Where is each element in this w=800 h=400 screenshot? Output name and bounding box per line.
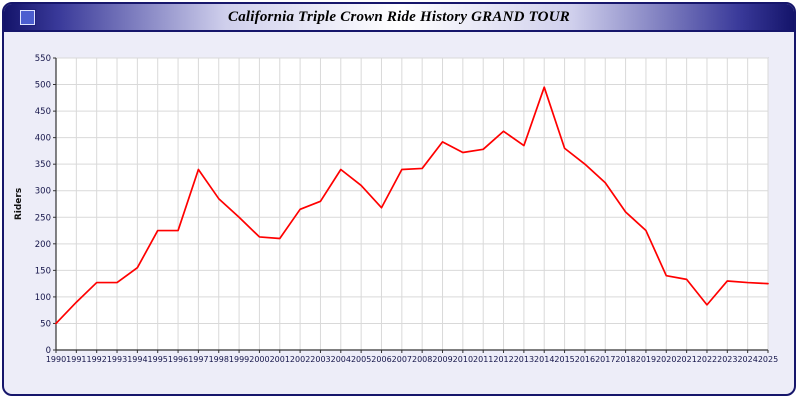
x-tick-label: 1994 [127,355,147,364]
chart-window: California Triple Crown Ride History GRA… [2,2,796,396]
x-tick-label: 2020 [656,355,676,364]
x-tick-label: 1998 [209,355,229,364]
x-tick-label: 2021 [676,355,696,364]
x-tick-label: 2005 [351,355,371,364]
x-tick-label: 2012 [493,355,513,364]
x-tick-label: 2004 [331,355,351,364]
y-tick-label: 400 [35,134,51,144]
x-tick-label: 2007 [392,355,412,364]
x-tick-label: 2011 [473,355,493,364]
y-tick-label: 350 [35,160,51,170]
x-tick-label: 1996 [168,355,188,364]
x-tick-label: 1990 [46,355,66,364]
x-tick-label: 2002 [290,355,310,364]
y-tick-label: 150 [35,266,51,276]
x-tick-label: 2023 [717,355,737,364]
window-icon [20,10,35,25]
x-tick-label: 2017 [595,355,615,364]
chart-title: California Triple Crown Ride History GRA… [228,8,570,25]
x-tick-label: 2006 [371,355,391,364]
x-tick-label: 2009 [432,355,452,364]
x-tick-label: 2024 [737,355,757,364]
x-tick-label: 1995 [148,355,168,364]
x-tick-label: 2000 [249,355,269,364]
series-line-riders [55,86,769,325]
y-tick-label: 250 [35,213,51,223]
y-tick-label: 500 [35,81,51,91]
y-tick-label: 200 [35,240,51,250]
x-tick-label: 1991 [66,355,86,364]
x-tick-label: 2015 [554,355,574,364]
x-tick-label: 2008 [412,355,432,364]
x-tick-label: 2014 [534,355,554,364]
y-tick-label: 450 [35,107,51,117]
x-tick-label: 2022 [697,355,717,364]
x-tick-label: 2010 [453,355,473,364]
x-tick-label: 1992 [87,355,107,364]
y-tick-label: 100 [35,293,51,303]
title-bar: California Triple Crown Ride History GRA… [4,4,794,32]
x-tick-label: 2003 [310,355,330,364]
y-axis-title: Riders [14,188,24,220]
y-tick-label: 0 [46,346,51,356]
x-tick-label: 2018 [615,355,635,364]
y-tick-label: 550 [35,54,51,64]
chart-panel: 0 50 100 150 200 250 300 350 400 450 500 550 1990 199… [10,38,790,392]
x-tick-label: 1993 [107,355,127,364]
y-tick-label: 50 [40,319,51,329]
x-tick-label: 1999 [229,355,249,364]
x-tick-label: 1997 [188,355,208,364]
x-tick-label: 2016 [575,355,595,364]
x-tick-label: 2013 [514,355,534,364]
x-tick-label: 2019 [636,355,656,364]
y-tick-label: 300 [35,187,51,197]
x-tick-label: 2001 [270,355,290,364]
plot-area [55,57,769,351]
x-tick-label: 2025 [758,355,778,364]
